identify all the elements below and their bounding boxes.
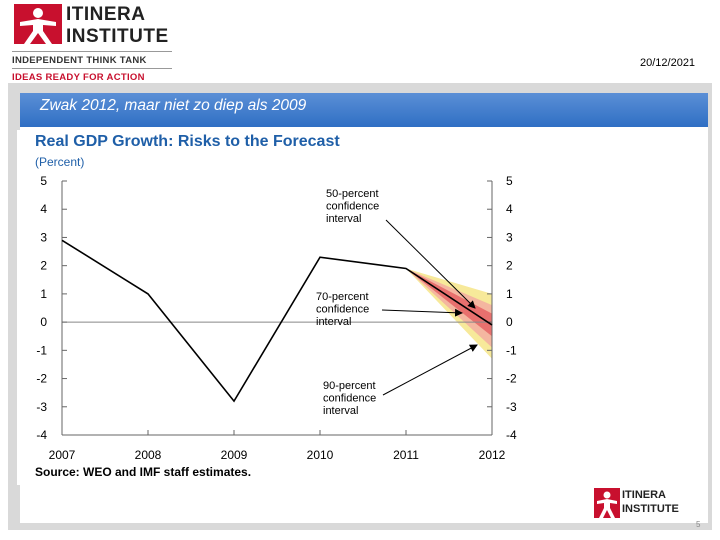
logo-wordmark: ITINERA INSTITUTE [66,4,169,48]
x-tick-label: 2010 [307,448,334,462]
y-tick-label-left: 3 [40,230,47,244]
y-tick-label-right: 2 [506,259,513,273]
y-tick-label-left: -4 [36,428,47,442]
x-tick-label: 2007 [49,448,76,462]
y-tick-label-right: -2 [506,372,517,386]
series-line [61,239,493,403]
x-tick-label: 2009 [221,448,248,462]
annotation-label: 70-percent confidence interval [316,291,369,328]
itinera-logo: ITINERA INSTITUTE INDEPENDENT THINK TANK… [10,4,180,84]
confidence-band-50-percent [406,268,492,337]
chart-unit-label: (Percent) [35,155,85,169]
y-tick-label-right: -1 [506,343,517,357]
footer-logo-figure-icon [594,488,620,518]
y-tick-label-right: 5 [506,174,513,188]
y-tick-label-right: 4 [506,202,513,216]
x-tick-label: 2011 [393,448,419,462]
y-tick-label-left: 1 [40,287,47,301]
tagline-primary: INDEPENDENT THINK TANK [12,55,147,66]
footer-logo: ITINERA INSTITUTE [594,488,704,520]
y-tick-label-left: -3 [36,400,47,414]
x-tick-label: 2008 [135,448,162,462]
tagline-secondary: IDEAS READY FOR ACTION [12,72,145,83]
annotation-arrow [382,344,478,396]
logo-figure-icon [14,4,62,44]
y-tick-label-left: 2 [40,259,47,273]
confidence-band-70-percent [406,268,492,348]
y-tick-label-left: -1 [36,343,47,357]
y-tick-label-right: -3 [506,400,517,414]
annotation-arrow [385,219,476,309]
chart-title: Real GDP Growth: Risks to the Forecast [35,133,340,150]
logo-divider [12,68,172,69]
chart-source: Source: WEO and IMF staff estimates. [35,465,252,479]
logo-line2: INSTITUTE [66,26,169,47]
footer-logo-line1: ITINERA [622,489,666,501]
logo-divider [12,51,172,52]
y-tick-label-left: 5 [40,174,47,188]
annotation-arrow [381,308,463,317]
slide-title: Zwak 2012, maar niet zo diep als 2009 [20,93,708,127]
footer-logo-line2: INSTITUTE [622,503,679,515]
confidence-band-90-percent [406,268,492,359]
y-tick-label-left: 4 [40,202,47,216]
footer-wordmark: ITINERA INSTITUTE [622,488,679,516]
slide-date: 20/12/2021 [640,57,696,69]
y-tick-label-right: -4 [506,428,517,442]
annotation-label: 50-percent confidence interval [326,188,379,225]
x-tick-label: 2012 [479,448,506,462]
y-tick-label-right: 1 [506,287,513,301]
logo-line1: ITINERA [66,4,146,25]
annotation-label: 90-percent confidence interval [323,380,376,417]
y-tick-label-right: 3 [506,230,513,244]
y-tick-label-left: -2 [36,372,47,386]
y-tick-label-right: 0 [506,315,513,329]
page-number: 5 [696,520,701,529]
y-tick-label-left: 0 [40,315,47,329]
